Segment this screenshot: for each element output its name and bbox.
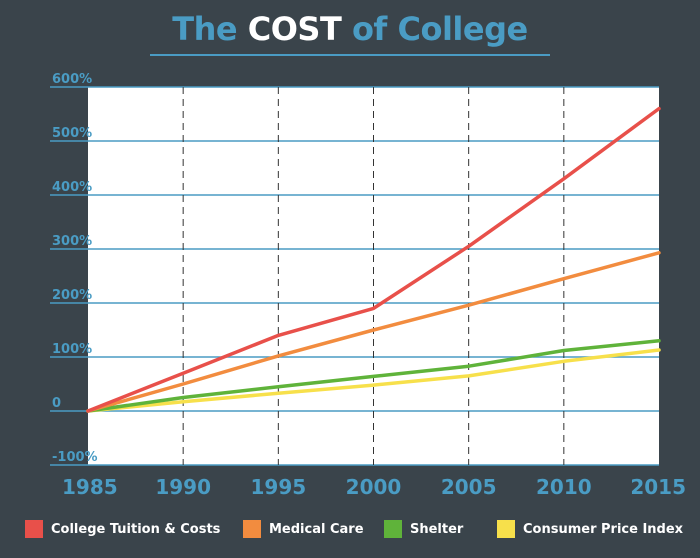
legend-label: College Tuition & Costs [51, 521, 221, 537]
series-line [86, 348, 661, 413]
y-tick-label: 600% [52, 72, 92, 87]
title-part-2: COST [247, 10, 342, 48]
legend-item: Shelter [384, 519, 463, 539]
legend-item: Consumer Price Index [497, 519, 683, 539]
legend-item: College Tuition & Costs [25, 519, 220, 539]
legend: College Tuition & Costs Medical Care Shelt… [0, 519, 700, 543]
series-line [86, 339, 661, 413]
legend-swatch [25, 520, 43, 538]
y-tick-label: 100% [52, 342, 92, 357]
legend-label: Consumer Price Index [523, 521, 684, 537]
y-tick-label: 200% [52, 288, 92, 303]
legend-swatch [384, 520, 402, 538]
title-part-3: of College [351, 10, 528, 48]
x-tick-label: 2000 [346, 475, 402, 499]
x-tick-label: 1990 [155, 475, 211, 499]
x-tick-label: 1985 [62, 475, 118, 499]
y-tick-label: -100% [52, 450, 98, 465]
x-tick-label: 1995 [250, 475, 306, 499]
y-tick-label: 0 [52, 396, 61, 411]
x-tick-label: 2015 [630, 475, 686, 499]
series-line [86, 251, 661, 413]
title-part-1: The [172, 10, 238, 48]
line-chart: -100% 0 100% 200% 300% 400% 500% 600% 1985 1990 19… [50, 72, 686, 499]
y-tick-label: 500% [52, 126, 92, 141]
legend-swatch [497, 520, 515, 538]
x-tick-label: 2005 [441, 475, 497, 499]
legend-label: Shelter [410, 521, 464, 537]
y-tick-label: 300% [52, 234, 92, 249]
legend-swatch [243, 520, 261, 538]
x-tick-label: 2010 [536, 475, 592, 499]
y-tick-label: 400% [52, 180, 92, 195]
chart-title: The COST of College [0, 10, 700, 48]
legend-item: Medical Care [243, 519, 364, 539]
series-line [86, 106, 661, 413]
legend-label: Medical Care [269, 521, 364, 537]
title-underline [150, 54, 550, 56]
